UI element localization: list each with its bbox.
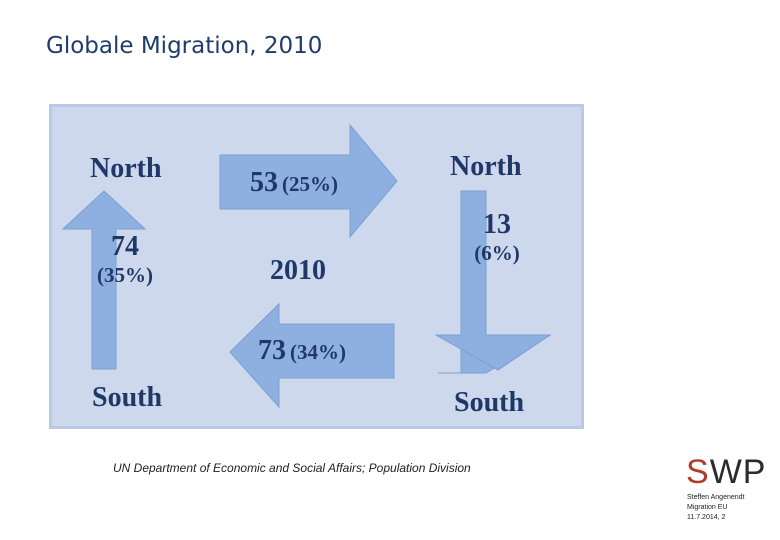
north-right-label: North bbox=[450, 151, 522, 182]
arrow-south-to-south bbox=[229, 302, 395, 409]
north-left-label: North bbox=[90, 153, 162, 184]
footer-topic: Migration EU bbox=[687, 504, 728, 511]
logo-rest: WP bbox=[709, 453, 767, 491]
flow-bottom-pct: (34%) bbox=[290, 340, 346, 364]
flow-bottom-value: 73 bbox=[258, 335, 286, 366]
migration-diagram: North North South South 2010 53 (25%) 73… bbox=[49, 104, 584, 429]
flow-right: 13 (6%) bbox=[462, 211, 532, 264]
slide-title: Globale Migration, 2010 bbox=[46, 33, 323, 59]
arrow-north-to-north bbox=[219, 123, 398, 239]
swp-logo: SWP bbox=[686, 455, 766, 489]
logo-s: S bbox=[686, 453, 710, 491]
arrow-south-to-north-left bbox=[61, 190, 147, 370]
flow-top: 53 (25%) bbox=[250, 169, 338, 197]
arrows-layer bbox=[61, 123, 552, 409]
flow-left-pct: (35%) bbox=[97, 263, 153, 287]
flow-left: 74 (35%) bbox=[88, 233, 162, 286]
footer-meta: Steffen Angenendt Migration EU 11.7.2014… bbox=[687, 493, 744, 523]
south-left-label: South bbox=[92, 382, 163, 413]
flow-top-value: 53 bbox=[250, 167, 278, 198]
flow-top-pct: (25%) bbox=[282, 172, 338, 196]
south-right-label: South bbox=[454, 387, 525, 418]
center-year: 2010 bbox=[270, 255, 326, 286]
flow-right-value: 13 bbox=[483, 209, 511, 240]
footer-date-page: 11.7.2014, 2 bbox=[687, 514, 726, 521]
flow-right-pct: (6%) bbox=[474, 241, 520, 265]
footer-author: Steffen Angenendt bbox=[687, 494, 745, 501]
flow-bottom: 73 (34%) bbox=[258, 337, 346, 365]
source-note: UN Department of Economic and Social Aff… bbox=[113, 461, 471, 475]
flow-left-value: 74 bbox=[111, 231, 139, 262]
